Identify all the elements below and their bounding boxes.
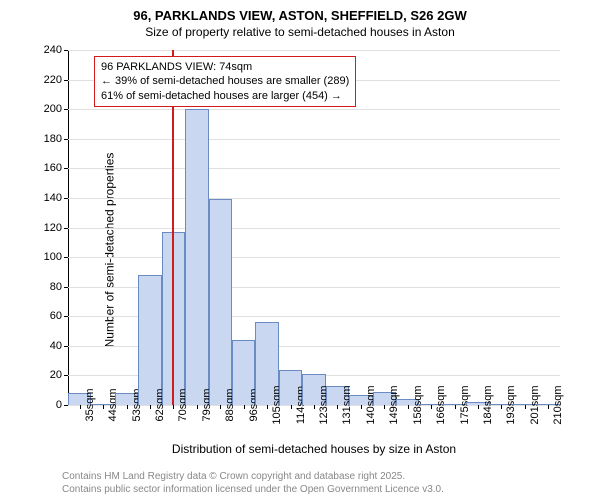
title-block: 96, PARKLANDS VIEW, ASTON, SHEFFIELD, S2… [0, 0, 600, 39]
annotation-box: 96 PARKLANDS VIEW: 74sqm← 39% of semi-de… [94, 56, 356, 107]
y-tick-label: 160 [44, 162, 68, 174]
y-tick-label: 240 [44, 44, 68, 56]
y-tick-label: 0 [56, 399, 68, 411]
chart-subtitle: Size of property relative to semi-detach… [0, 25, 600, 39]
annotation-line-3: 61% of semi-detached houses are larger (… [101, 89, 349, 103]
x-tick-label: 175sqm [455, 385, 471, 424]
footer-line-2: Contains public sector information licen… [62, 483, 444, 496]
x-tick-label: 149sqm [384, 385, 400, 424]
y-tick-label: 80 [50, 281, 68, 293]
chart-wrapper: 96, PARKLANDS VIEW, ASTON, SHEFFIELD, S2… [0, 0, 600, 500]
histogram-bar [209, 199, 232, 405]
y-tick-label: 220 [44, 74, 68, 86]
x-tick-label: 201sqm [525, 385, 541, 424]
footer-attribution: Contains HM Land Registry data © Crown c… [62, 470, 444, 496]
y-gridline [68, 50, 560, 51]
x-tick-label: 35sqm [80, 388, 96, 421]
y-tick-label: 140 [44, 192, 68, 204]
y-tick-label: 200 [44, 103, 68, 115]
chart-area: 02040608010012014016018020022024035sqm44… [68, 50, 560, 405]
y-tick-label: 40 [50, 340, 68, 352]
annotation-line-1: 96 PARKLANDS VIEW: 74sqm [101, 60, 349, 74]
y-gridline [68, 198, 560, 199]
x-tick-label: 166sqm [431, 385, 447, 424]
y-tick-label: 180 [44, 133, 68, 145]
y-gridline [68, 109, 560, 110]
histogram-bar [138, 275, 161, 405]
y-tick-label: 120 [44, 222, 68, 234]
x-tick-label: 158sqm [408, 385, 424, 424]
footer-line-1: Contains HM Land Registry data © Crown c… [62, 470, 444, 483]
y-tick-label: 100 [44, 251, 68, 263]
y-gridline [68, 228, 560, 229]
x-tick-label: 210sqm [548, 385, 564, 424]
y-tick-label: 20 [50, 369, 68, 381]
annotation-line-2: ← 39% of semi-detached houses are smalle… [101, 74, 349, 88]
x-tick-label: 193sqm [501, 385, 517, 424]
x-tick-label: 184sqm [478, 385, 494, 424]
chart-title: 96, PARKLANDS VIEW, ASTON, SHEFFIELD, S2… [0, 8, 600, 23]
y-tick-label: 60 [50, 310, 68, 322]
x-axis-label: Distribution of semi-detached houses by … [68, 442, 560, 456]
y-gridline [68, 168, 560, 169]
x-tick-label: 131sqm [337, 385, 353, 424]
y-gridline [68, 139, 560, 140]
histogram-bar [185, 109, 208, 405]
plot-region: 02040608010012014016018020022024035sqm44… [68, 50, 560, 405]
y-gridline [68, 257, 560, 258]
